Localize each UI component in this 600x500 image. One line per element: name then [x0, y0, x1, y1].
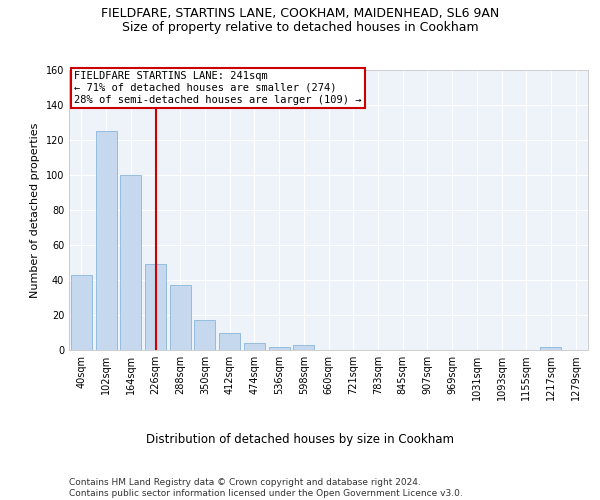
Text: FIELDFARE STARTINS LANE: 241sqm
← 71% of detached houses are smaller (274)
28% o: FIELDFARE STARTINS LANE: 241sqm ← 71% of…	[74, 72, 362, 104]
Bar	[194, 320, 215, 350]
Bar	[293, 345, 314, 350]
Bar	[269, 346, 290, 350]
Text: Distribution of detached houses by size in Cookham: Distribution of detached houses by size …	[146, 432, 454, 446]
Bar	[244, 343, 265, 350]
Text: Size of property relative to detached houses in Cookham: Size of property relative to detached ho…	[122, 21, 478, 34]
Bar	[170, 285, 191, 350]
Bar	[219, 332, 240, 350]
Text: Contains HM Land Registry data © Crown copyright and database right 2024.
Contai: Contains HM Land Registry data © Crown c…	[69, 478, 463, 498]
Y-axis label: Number of detached properties: Number of detached properties	[30, 122, 40, 298]
Bar	[71, 275, 92, 350]
Bar	[120, 175, 141, 350]
Bar	[145, 264, 166, 350]
Bar	[541, 346, 562, 350]
Text: FIELDFARE, STARTINS LANE, COOKHAM, MAIDENHEAD, SL6 9AN: FIELDFARE, STARTINS LANE, COOKHAM, MAIDE…	[101, 8, 499, 20]
Bar	[95, 131, 116, 350]
